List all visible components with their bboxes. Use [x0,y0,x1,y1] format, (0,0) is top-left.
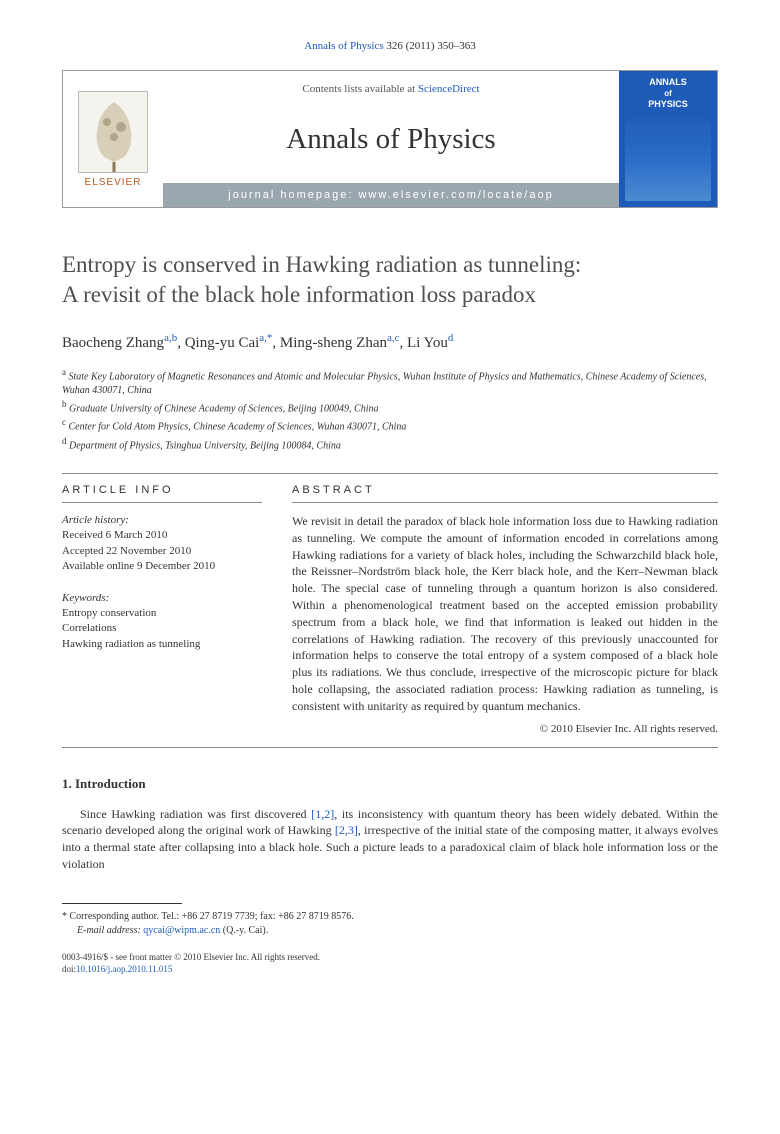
author: Qing-yu Cai [185,335,260,351]
cover-title: ANNALS of PHYSICS [648,77,688,109]
author: Ming-sheng Zhan [280,335,387,351]
affiliation: b Graduate University of Chinese Academy… [62,398,718,416]
affiliations-block: a State Key Laboratory of Magnetic Reson… [62,366,718,453]
journal-name: Annals of Physics [163,123,619,156]
author: Li You [407,335,448,351]
section-heading-introduction: 1. Introduction [62,776,718,792]
citation-journal-link[interactable]: Annals of Physics [304,40,383,52]
keyword: Hawking radiation as tunneling [62,637,262,652]
citation-line: Annals of Physics 326 (2011) 350–363 [62,40,718,52]
author-aff-link[interactable]: a,b [164,332,177,344]
affiliation: a State Key Laboratory of Magnetic Reson… [62,366,718,398]
article-history-block: Article history: Received 6 March 2010 A… [62,513,262,575]
keywords-block: Keywords: Entropy conservation Correlati… [62,591,262,653]
corr-author-label: * Corresponding author. Tel.: +86 27 871… [62,910,718,924]
elsevier-wordmark: ELSEVIER [85,177,142,188]
divider [62,747,718,748]
affiliation: d Department of Physics, Tsinghua Univer… [62,435,718,453]
article-info-column: ARTICLE INFO Article history: Received 6… [62,484,262,735]
journal-homepage-bar[interactable]: journal homepage: www.elsevier.com/locat… [163,183,619,207]
author-aff-link[interactable]: d [448,332,454,344]
history-label: Article history: [62,513,262,528]
elsevier-tree-icon [78,91,148,173]
author-aff-link[interactable]: a,* [259,332,272,344]
doi-label: doi: [62,964,76,974]
abstract-column: ABSTRACT We revisit in detail the parado… [292,484,718,735]
journal-header-box: ELSEVIER Contents lists available at Sci… [62,70,718,208]
article-info-head: ARTICLE INFO [62,484,262,503]
authors-line: Baocheng Zhanga,b, Qing-yu Caia,*, Ming-… [62,332,718,352]
elsevier-logo[interactable]: ELSEVIER [63,71,163,207]
affiliation: c Center for Cold Atom Physics, Chinese … [62,416,718,434]
front-matter-block: 0003-4916/$ - see front matter © 2010 El… [62,952,718,975]
received-date: Received 6 March 2010 [62,528,262,543]
online-date: Available online 9 December 2010 [62,559,262,574]
citation-ref: 326 (2011) 350–363 [386,40,475,52]
accepted-date: Accepted 22 November 2010 [62,544,262,559]
journal-cover-thumbnail[interactable]: ANNALS of PHYSICS [619,71,717,207]
email-label: E-mail address: [77,925,143,936]
email-suffix: (Q.-y. Cai). [220,925,268,936]
contents-prefix: Contents lists available at [302,83,417,95]
footnote-rule [62,903,182,904]
keyword: Entropy conservation [62,606,262,621]
cover-body [625,113,711,201]
doi-link[interactable]: 10.1016/j.aop.2010.11.015 [76,964,172,974]
info-abstract-row: ARTICLE INFO Article history: Received 6… [62,484,718,735]
contents-available-line: Contents lists available at ScienceDirec… [163,71,619,95]
author-aff-link[interactable]: a,c [387,332,400,344]
citation-ref-link[interactable]: [1,2] [311,807,334,821]
divider [62,473,718,474]
keyword: Correlations [62,621,262,636]
author: Baocheng Zhang [62,335,164,351]
introduction-paragraph: Since Hawking radiation was first discov… [62,806,718,873]
corresponding-author-footnote: * Corresponding author. Tel.: +86 27 871… [62,910,718,938]
citation-ref-link[interactable]: [2,3] [335,823,358,837]
abstract-text: We revisit in detail the paradox of blac… [292,513,718,715]
abstract-copyright: © 2010 Elsevier Inc. All rights reserved… [292,723,718,735]
issn-line: 0003-4916/$ - see front matter © 2010 El… [62,952,718,964]
corresponding-email-link[interactable]: qycai@wipm.ac.cn [143,925,220,936]
header-center: Contents lists available at ScienceDirec… [163,71,619,207]
sciencedirect-link[interactable]: ScienceDirect [418,83,480,95]
keywords-label: Keywords: [62,591,262,606]
abstract-head: ABSTRACT [292,484,718,503]
article-title: Entropy is conserved in Hawking radiatio… [62,250,718,310]
